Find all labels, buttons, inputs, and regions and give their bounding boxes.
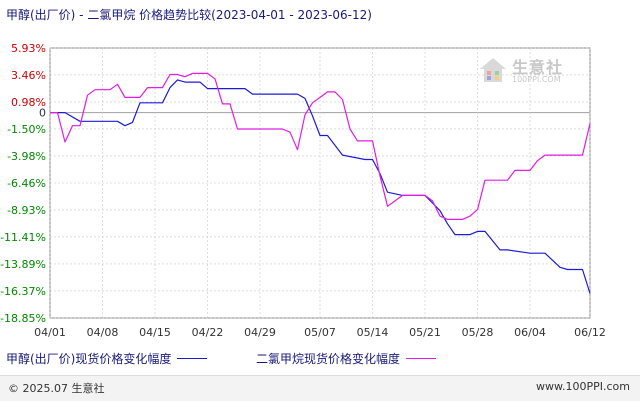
y-tick-label: -1.50% <box>7 123 46 136</box>
y-tick-label: -18.85% <box>0 312 46 325</box>
y-tick-label: -6.46% <box>7 177 46 190</box>
series-lines <box>50 72 591 294</box>
footer-link[interactable]: www.100PPI.com <box>536 380 630 393</box>
legend-swatch-series2 <box>406 358 437 359</box>
y-tick-label: -13.89% <box>0 258 46 271</box>
x-tick-label: 06/12 <box>574 326 606 339</box>
x-tick-label: 04/22 <box>192 326 224 339</box>
x-tick-label: 06/04 <box>514 326 546 339</box>
series-line-1 <box>50 79 591 294</box>
footer-copyright: © 2025.07 生意社 <box>8 382 105 395</box>
y-tick-label: 0.98% <box>11 96 46 109</box>
watermark-name: 生意社 <box>512 58 564 77</box>
series-line-2 <box>50 72 591 220</box>
legend: 甲醇(出厂价)现货价格变化幅度 二氯甲烷现货价格变化幅度 <box>6 350 634 368</box>
legend-item-series1: 甲醇(出厂价)现货价格变化幅度 <box>6 350 208 367</box>
y-tick-label: 3.46% <box>11 69 46 82</box>
axes: 5.93% 3.46% 0.98%0 -1.50% -3.98% -6.46% -8.93%… <box>0 42 606 339</box>
x-tick-label: 04/29 <box>244 326 276 339</box>
y-tick-label: -8.93% <box>7 204 46 217</box>
x-tick-label: 05/21 <box>409 326 441 339</box>
y-tick-label: -11.41% <box>0 231 46 244</box>
x-tick-label: 05/07 <box>304 326 336 339</box>
y-tick-label: -3.98% <box>7 150 46 163</box>
legend-item-series2: 二氯甲烷现货价格变化幅度 <box>256 350 437 367</box>
watermark-url: 100PPI.COM <box>512 75 561 84</box>
watermark: 生意社 100PPI.COM <box>478 54 578 94</box>
y-tick-label: 5.93% <box>11 42 46 55</box>
x-tick-label: 04/01 <box>34 326 66 339</box>
x-tick-label: 05/28 <box>462 326 494 339</box>
house-logo-icon <box>480 58 506 82</box>
y-tick-label: -16.37% <box>0 285 46 298</box>
grid <box>49 47 591 319</box>
legend-swatch-series1 <box>177 358 208 359</box>
x-tick-label: 04/15 <box>139 326 171 339</box>
x-tick-label: 04/08 <box>87 326 119 339</box>
x-tick-label: 05/14 <box>357 326 389 339</box>
footer: © 2025.07 生意社 www.100PPI.com <box>0 375 640 401</box>
y-tick-label: 0 <box>39 107 46 120</box>
legend-label-series1: 甲醇(出厂价)现货价格变化幅度 <box>6 352 172 366</box>
legend-label-series2: 二氯甲烷现货价格变化幅度 <box>256 352 401 366</box>
chart-title: 甲醇(出厂价) - 二氯甲烷 价格趋势比较(2023-04-01 - 2023-… <box>6 8 372 22</box>
